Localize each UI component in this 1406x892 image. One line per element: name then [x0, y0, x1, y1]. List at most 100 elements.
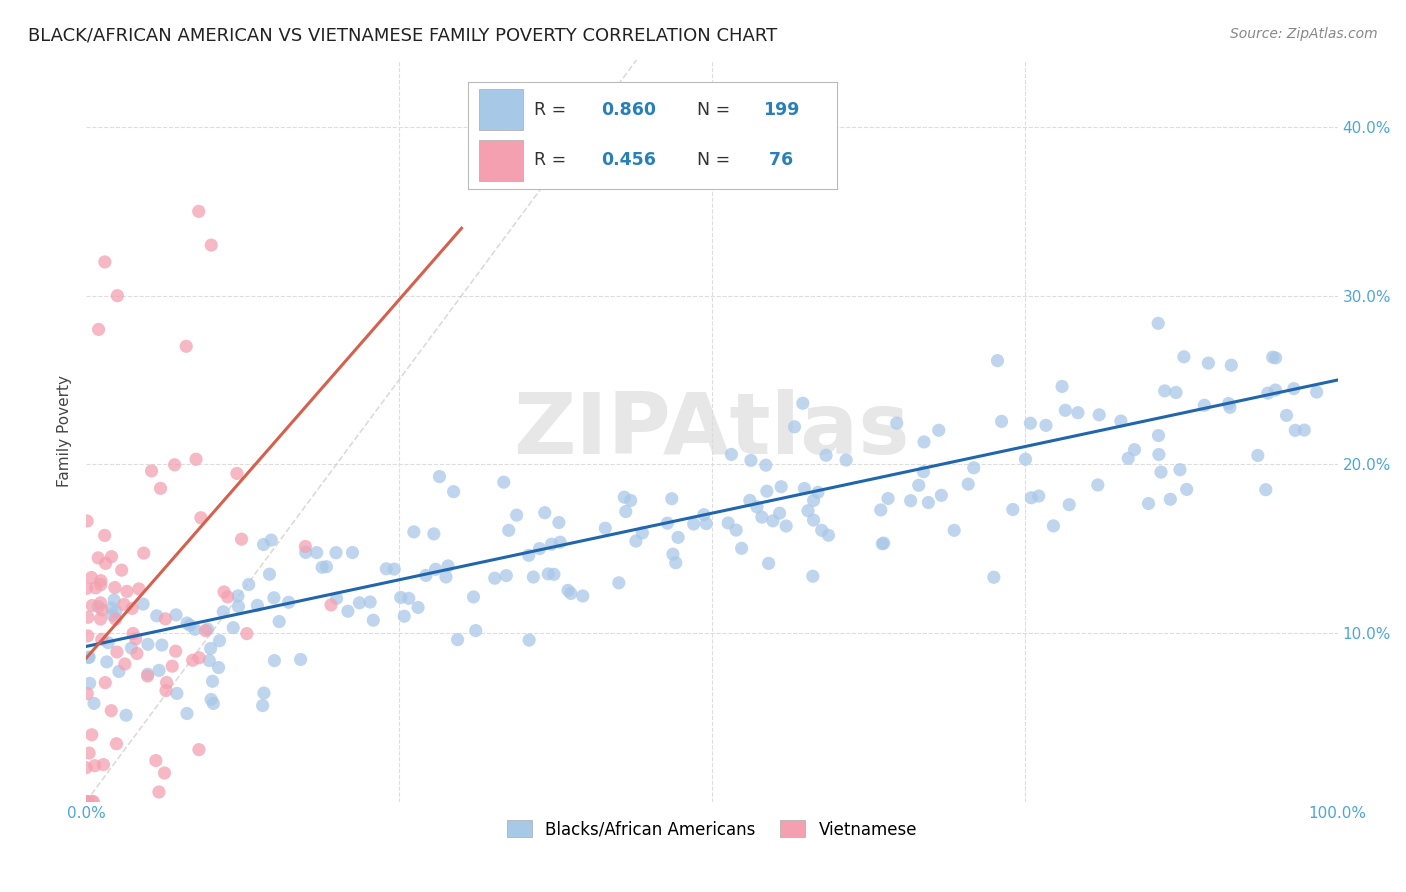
Point: [1173, 350, 1195, 364]
Point: [873, 536, 896, 550]
Point: [717, 516, 740, 530]
Point: [1088, 408, 1111, 422]
Point: [277, 595, 299, 609]
Point: [758, 557, 780, 571]
Point: [294, 540, 316, 554]
Point: [807, 485, 830, 500]
Point: [1284, 423, 1306, 437]
Point: [1050, 379, 1073, 393]
Point: [141, 464, 163, 478]
Point: [342, 545, 364, 559]
Point: [305, 546, 328, 560]
Point: [160, 659, 183, 673]
Point: [125, 632, 148, 646]
Point: [77, 746, 100, 760]
Point: [540, 537, 562, 551]
Point: [505, 508, 527, 523]
Point: [990, 414, 1012, 428]
Point: [1087, 478, 1109, 492]
Point: [145, 754, 167, 768]
Point: [150, 638, 173, 652]
Point: [200, 238, 222, 252]
Point: [77, 610, 100, 624]
Point: [76, 795, 98, 809]
Point: [762, 514, 785, 528]
Point: [128, 582, 150, 596]
Point: [97, 636, 120, 650]
Point: [1019, 416, 1042, 430]
Point: [434, 570, 457, 584]
Point: [187, 204, 209, 219]
Point: [155, 612, 177, 626]
Point: [661, 491, 683, 506]
Point: [104, 581, 127, 595]
Point: [359, 595, 381, 609]
Point: [394, 609, 416, 624]
Point: [725, 523, 748, 537]
Point: [912, 465, 935, 479]
Point: [1019, 491, 1042, 505]
Point: [1220, 358, 1243, 372]
Point: [1123, 442, 1146, 457]
Point: [986, 353, 1008, 368]
Point: [817, 528, 839, 542]
Point: [76, 629, 98, 643]
Point: [269, 615, 291, 629]
Point: [1147, 316, 1170, 330]
Point: [94, 255, 117, 269]
Point: [463, 590, 485, 604]
Point: [835, 453, 858, 467]
Point: [263, 654, 285, 668]
Point: [238, 577, 260, 591]
Point: [136, 669, 159, 683]
Point: [231, 532, 253, 546]
Point: [84, 581, 107, 595]
Point: [740, 453, 762, 467]
Point: [100, 601, 122, 615]
Point: [163, 458, 186, 472]
Point: [783, 419, 806, 434]
Point: [174, 339, 197, 353]
Point: [869, 503, 891, 517]
Point: [1150, 465, 1173, 479]
Point: [517, 549, 540, 563]
Point: [91, 603, 114, 617]
Point: [437, 558, 460, 573]
Point: [228, 599, 250, 614]
Point: [236, 626, 259, 640]
Point: [166, 686, 188, 700]
Point: [122, 626, 145, 640]
Point: [464, 624, 486, 638]
Point: [290, 652, 312, 666]
Point: [1294, 423, 1316, 437]
Point: [877, 491, 900, 506]
Point: [252, 698, 274, 713]
Point: [1067, 406, 1090, 420]
Point: [114, 657, 136, 671]
Point: [90, 632, 112, 647]
Point: [325, 546, 347, 560]
Point: [190, 510, 212, 524]
Point: [1261, 350, 1284, 364]
Point: [498, 524, 520, 538]
Point: [198, 654, 221, 668]
Point: [917, 495, 939, 509]
Point: [361, 613, 384, 627]
Point: [1147, 447, 1170, 461]
Point: [115, 708, 138, 723]
Point: [94, 675, 117, 690]
Point: [181, 653, 204, 667]
Point: [682, 516, 704, 531]
Point: [76, 514, 98, 528]
Point: [184, 622, 207, 636]
Point: [217, 590, 239, 604]
Point: [1001, 502, 1024, 516]
Point: [76, 795, 98, 809]
Point: [125, 647, 148, 661]
Point: [495, 568, 517, 582]
Point: [149, 481, 172, 495]
Point: [484, 571, 506, 585]
Point: [260, 533, 283, 547]
Point: [1247, 449, 1270, 463]
Point: [1116, 451, 1139, 466]
